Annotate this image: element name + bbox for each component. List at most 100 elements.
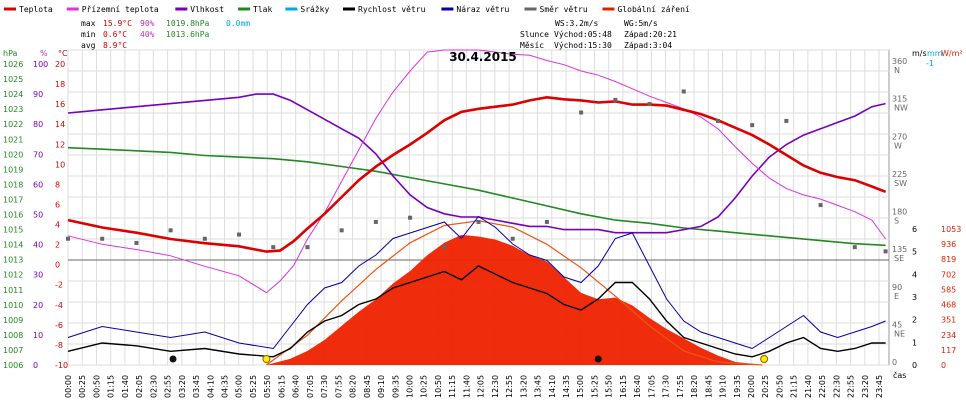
hpa-tick-label: 1018 [3,180,23,189]
dir-tick-label: 135 [892,245,907,254]
legend-label: Globální záření [618,5,690,14]
hpa-tick-label: 1011 [3,286,23,295]
legend-label: Tlak [253,5,272,14]
dir-tick-label: 180 [892,208,907,217]
x-tick-label: 20:25 [761,375,770,398]
hpa-tick-label: 1006 [3,361,23,370]
c-tick-label: 8 [55,180,60,189]
series-ground-temp [67,49,887,294]
wm2-tick-label: 234 [941,331,956,340]
moonset-marker [169,355,177,363]
wind-direction-point [237,232,242,237]
x-tick-label: 15:00 [576,375,585,398]
x-tick-label: 13:45 [534,375,543,398]
wm2-tick-label: 117 [941,346,956,355]
moonrise-marker [594,355,602,363]
mm-tick-label: -1 [926,59,934,68]
ms-tick-label: 3 [912,293,917,302]
c-tick-label: 4 [55,221,60,230]
stats-value: 0.0mm [226,19,250,28]
c-tick-label: 16 [55,100,65,109]
dir-tick-label: 270 [892,132,907,141]
stats-value: 15.9°C [103,19,132,28]
ms-axis-unit: m/s [912,49,927,58]
hpa-tick-label: 1016 [3,211,23,220]
wind-direction-point [100,236,105,241]
pct-tick-label: 80 [33,120,43,129]
series-humidity [67,93,886,234]
hpa-tick-label: 1026 [3,60,23,69]
x-tick-label: 09:35 [391,375,400,398]
series-temperature [67,95,887,253]
pct-tick-label: 0 [33,361,38,370]
hpa-tick-label: 1008 [3,331,23,340]
stats-value: 1019.8hPa [166,19,210,28]
x-tick-label: 20:50 [775,375,784,398]
dir-tick-name: NE [894,329,905,338]
wind-direction-point [66,236,70,241]
dir-tick-name: NW [894,104,908,113]
wind-direction-point [305,245,310,250]
wind-direction-point [681,89,686,94]
hpa-tick-label: 1020 [3,150,23,159]
x-tick-label: 18:20 [690,375,699,398]
dir-tick-label: 315 [892,95,907,104]
legend-label: Přízemní teplota [82,5,159,14]
dir-tick-name: N [894,66,900,75]
x-axis-label: čas [893,370,906,380]
wind-direction-point [510,236,515,241]
pct-tick-label: 90 [33,90,43,99]
ms-tick-label: 0 [912,361,917,370]
x-tick-label: 19:10 [719,375,728,398]
hpa-tick-label: 1017 [3,195,23,204]
legend-label: Náraz větru [456,5,509,14]
wind-direction-point [613,97,618,102]
x-tick-label: 15:25 [590,375,599,398]
dir-tick-name: SE [894,254,904,263]
wind-direction-point [579,110,584,115]
c-tick-label: -6 [55,321,63,330]
dir-tick-name: E [894,292,899,301]
x-tick-label: 01:15 [107,375,116,398]
pct-tick-label: 100 [33,60,48,69]
wind-direction-point [715,118,720,123]
x-tick-label: 02:30 [149,375,158,398]
dir-tick-name: S [894,217,899,226]
c-axis-unit: °C [58,49,68,58]
x-tick-label: 07:30 [320,375,329,398]
series-wind-speed [67,265,886,358]
x-tick-label: 04:35 [221,375,230,398]
moon-set: Západ:3:04 [624,41,672,50]
pct-tick-label: 60 [33,180,43,189]
pct-tick-label: 70 [33,150,43,159]
dir-tick-label: 360 [892,57,907,66]
dir-tick-label: 45 [892,320,902,329]
wm2-tick-label: 585 [941,285,956,294]
legend-label: Rychlost větru [358,5,426,14]
hpa-tick-label: 1012 [3,271,23,280]
legend-label: Srážky [300,5,329,14]
x-tick-label: 21:40 [804,375,813,398]
x-tick-label: 03:45 [192,375,201,398]
c-tick-label: -10 [55,361,68,370]
x-tick-label: 16:15 [619,375,628,398]
wind-direction-point [134,240,139,245]
chart-title: 30.4.2015 [449,50,517,64]
c-tick-label: 0 [55,261,60,270]
wind-direction-point [373,219,378,224]
wm2-tick-label: 936 [941,240,956,249]
pct-tick-label: 50 [33,211,43,220]
c-tick-label: 18 [55,80,65,89]
wind-direction-point [271,245,276,250]
wm2-tick-label: 0 [941,361,946,370]
x-tick-label: 14:10 [548,375,557,398]
dir-tick-label: 90 [892,283,902,292]
c-tick-label: 12 [55,140,65,149]
wind-direction-point [750,123,755,128]
hpa-tick-label: 1025 [3,75,23,84]
x-tick-label: 04:10 [206,375,215,398]
dir-tick-label: 0 [892,358,897,367]
hpa-tick-label: 1021 [3,135,23,144]
x-tick-label: 05:50 [263,375,272,398]
